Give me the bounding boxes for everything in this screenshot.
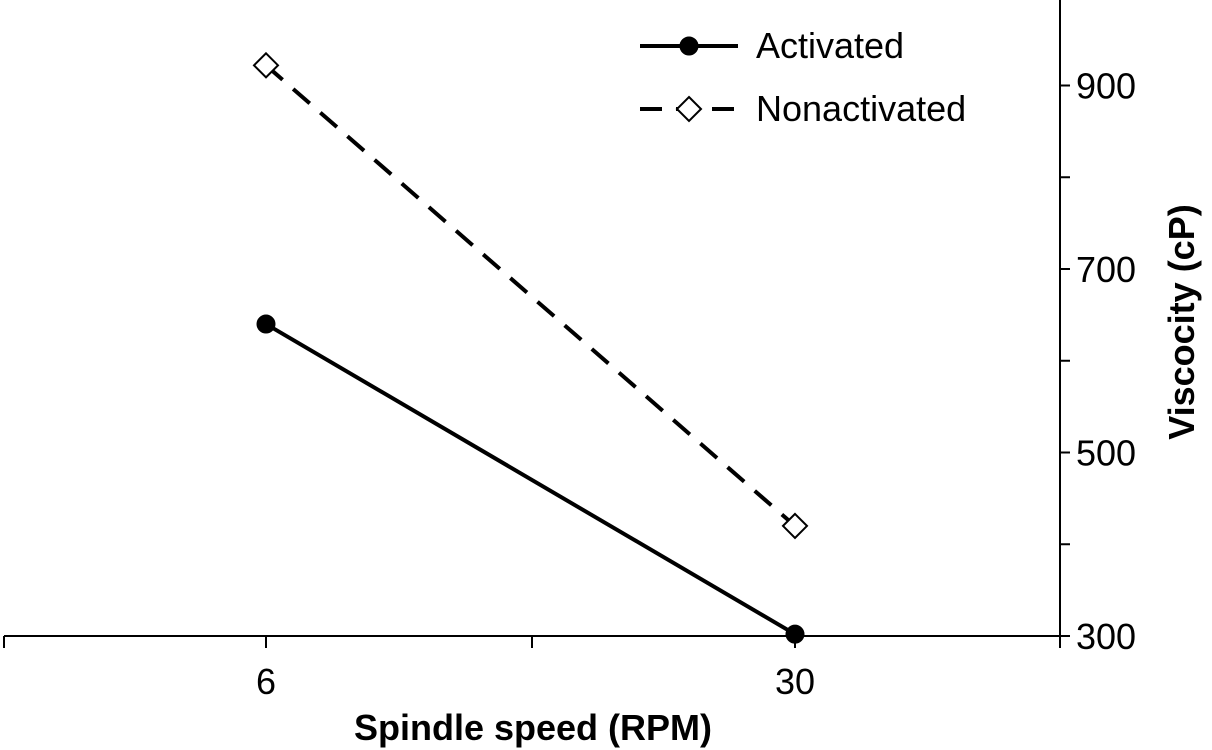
data-point — [252, 51, 280, 79]
legend-item: Activated — [640, 25, 904, 66]
legend-label: Activated — [756, 25, 904, 66]
legend-marker — [679, 36, 699, 56]
y-tick-label: 900 — [1076, 66, 1136, 107]
y-tick-label: 700 — [1076, 249, 1136, 290]
series-activated — [256, 314, 805, 644]
x-tick-label: 30 — [775, 661, 815, 702]
y-tick-label: 300 — [1076, 616, 1136, 657]
ticks: 6 30 300 500 700 900 — [3, 66, 1136, 702]
legend: Activated Nonactivated — [640, 25, 966, 129]
y-tick-label: 500 — [1076, 433, 1136, 474]
y-axis-title: Viscocity (cP) — [1161, 204, 1202, 439]
series-line — [264, 63, 797, 528]
x-axis-title: Spindle speed (RPM) — [354, 707, 712, 748]
legend-marker — [675, 95, 703, 123]
data-point — [256, 314, 276, 334]
data-point — [781, 512, 809, 540]
legend-label: Nonactivated — [756, 88, 966, 129]
series-layer — [252, 51, 809, 644]
series-nonactivated — [252, 51, 809, 540]
legend-item: Nonactivated — [640, 88, 966, 129]
x-tick-label: 6 — [256, 661, 276, 702]
series-line — [264, 322, 797, 636]
data-point — [785, 624, 805, 644]
